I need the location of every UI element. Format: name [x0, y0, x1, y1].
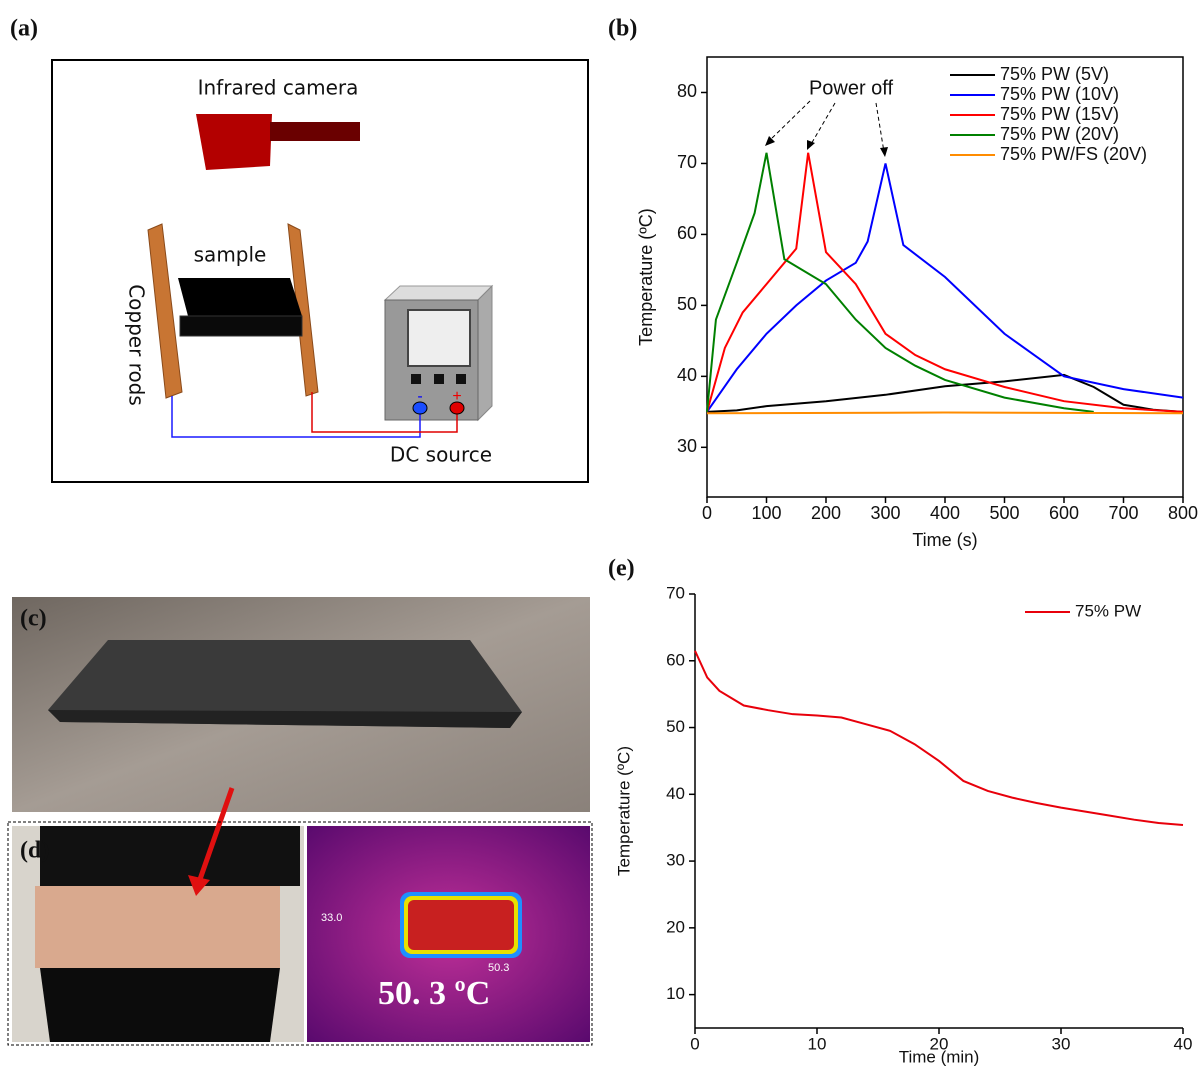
y-axis-label: Temperature (ºC): [614, 746, 633, 876]
thermal-reading: 50. 3 ºC: [378, 975, 490, 1012]
data-line: [694, 650, 1184, 827]
x-tick-label: 100: [751, 503, 781, 523]
thermal-text: 50.3: [488, 962, 509, 974]
sample-front: [179, 315, 303, 337]
arrow-head: [188, 875, 210, 896]
source-button: [434, 374, 444, 384]
diagram-frame: [51, 59, 589, 483]
wire: [311, 392, 458, 433]
source-top: [383, 285, 494, 301]
photo-slab-edge: [48, 710, 522, 728]
panel-label: (a): [10, 16, 38, 42]
x-tick-label: 200: [811, 503, 841, 523]
camera-lens: [270, 122, 360, 141]
legend-label: 75% PW (15V): [1000, 104, 1119, 124]
copper-rod: [287, 223, 319, 397]
x-tick-label: 0: [702, 503, 712, 523]
y-tick-label: 80: [677, 81, 697, 101]
y-tick-label: 70: [677, 152, 697, 172]
panel-label: (e): [608, 556, 635, 582]
x-tick-label: 40: [1174, 1034, 1193, 1053]
x-tick-label: 400: [930, 503, 960, 523]
thermal-patch: [408, 900, 514, 950]
camera-body: [196, 114, 272, 170]
annotation-arrows: [767, 100, 885, 153]
legend-label: 75% PW/FS (20V): [1000, 144, 1147, 164]
terminal: [412, 401, 428, 415]
x-tick-label: 10: [808, 1034, 827, 1053]
x-tick-label: 20: [930, 1034, 949, 1053]
diagram-label: DC source: [390, 443, 492, 467]
diagram-label: Copper rods: [125, 284, 149, 406]
panel-frame: [7, 821, 593, 1046]
data-line: [706, 163, 1184, 413]
annotation: Power off: [809, 77, 894, 99]
source-button: [411, 374, 421, 384]
photo-slab: [48, 640, 522, 728]
x-tick-label: 0: [690, 1034, 699, 1053]
thermal-text: 33.0: [321, 912, 342, 924]
photo-pants: [40, 968, 280, 1042]
y-tick-label: 30: [666, 851, 685, 870]
data-line: [706, 152, 1094, 413]
photo-band: [35, 886, 280, 968]
annotation-arrowheads: [765, 136, 888, 157]
copper-rod: [147, 223, 183, 399]
source-button: [456, 374, 466, 384]
data-line: [706, 373, 1184, 413]
y-tick-label: 50: [666, 717, 685, 736]
sample-top: [178, 278, 302, 316]
legend-label: 75% PW: [1075, 601, 1141, 620]
panel-label: (c): [20, 606, 47, 632]
x-axis-label: Time (min): [899, 1047, 980, 1066]
y-tick-label: 60: [677, 223, 697, 243]
y-tick-label: 50: [677, 294, 697, 314]
x-tick-label: 30: [1052, 1034, 1071, 1053]
x-tick-label: 500: [989, 503, 1019, 523]
y-tick-label: 40: [677, 365, 697, 385]
data-line: [706, 152, 1184, 413]
terminal-sign: -: [417, 388, 422, 405]
terminal-sign: +: [452, 388, 461, 405]
y-axis-label: Temperature (ºC): [636, 208, 656, 346]
y-tick-label: 60: [666, 650, 685, 669]
y-tick-label: 40: [666, 784, 685, 803]
y-tick-label: 20: [666, 917, 685, 936]
data-line: [706, 411, 1184, 415]
legend-label: 75% PW (10V): [1000, 84, 1119, 104]
diagram-label: sample: [194, 243, 267, 267]
y-tick-label: 10: [666, 984, 685, 1003]
diagram-label: Infrared camera: [198, 76, 359, 100]
x-tick-label: 300: [870, 503, 900, 523]
panel-label: (d): [20, 838, 49, 864]
legend-label: 75% PW (5V): [1000, 64, 1109, 84]
terminal: [449, 401, 465, 415]
source-side: [477, 284, 493, 422]
panel-label: (b): [608, 16, 637, 42]
y-tick-label: 30: [677, 436, 697, 456]
y-tick-label: 70: [666, 583, 685, 602]
arrow: [195, 787, 235, 886]
legend-label: 75% PW (20V): [1000, 124, 1119, 144]
x-axis-label: Time (s): [912, 530, 977, 550]
x-tick-label: 600: [1049, 503, 1079, 523]
x-tick-label: 800: [1168, 503, 1198, 523]
x-tick-label: 700: [1108, 503, 1138, 523]
wire: [171, 396, 421, 438]
source-screen: [407, 309, 471, 367]
photo-shirt: [40, 826, 300, 886]
